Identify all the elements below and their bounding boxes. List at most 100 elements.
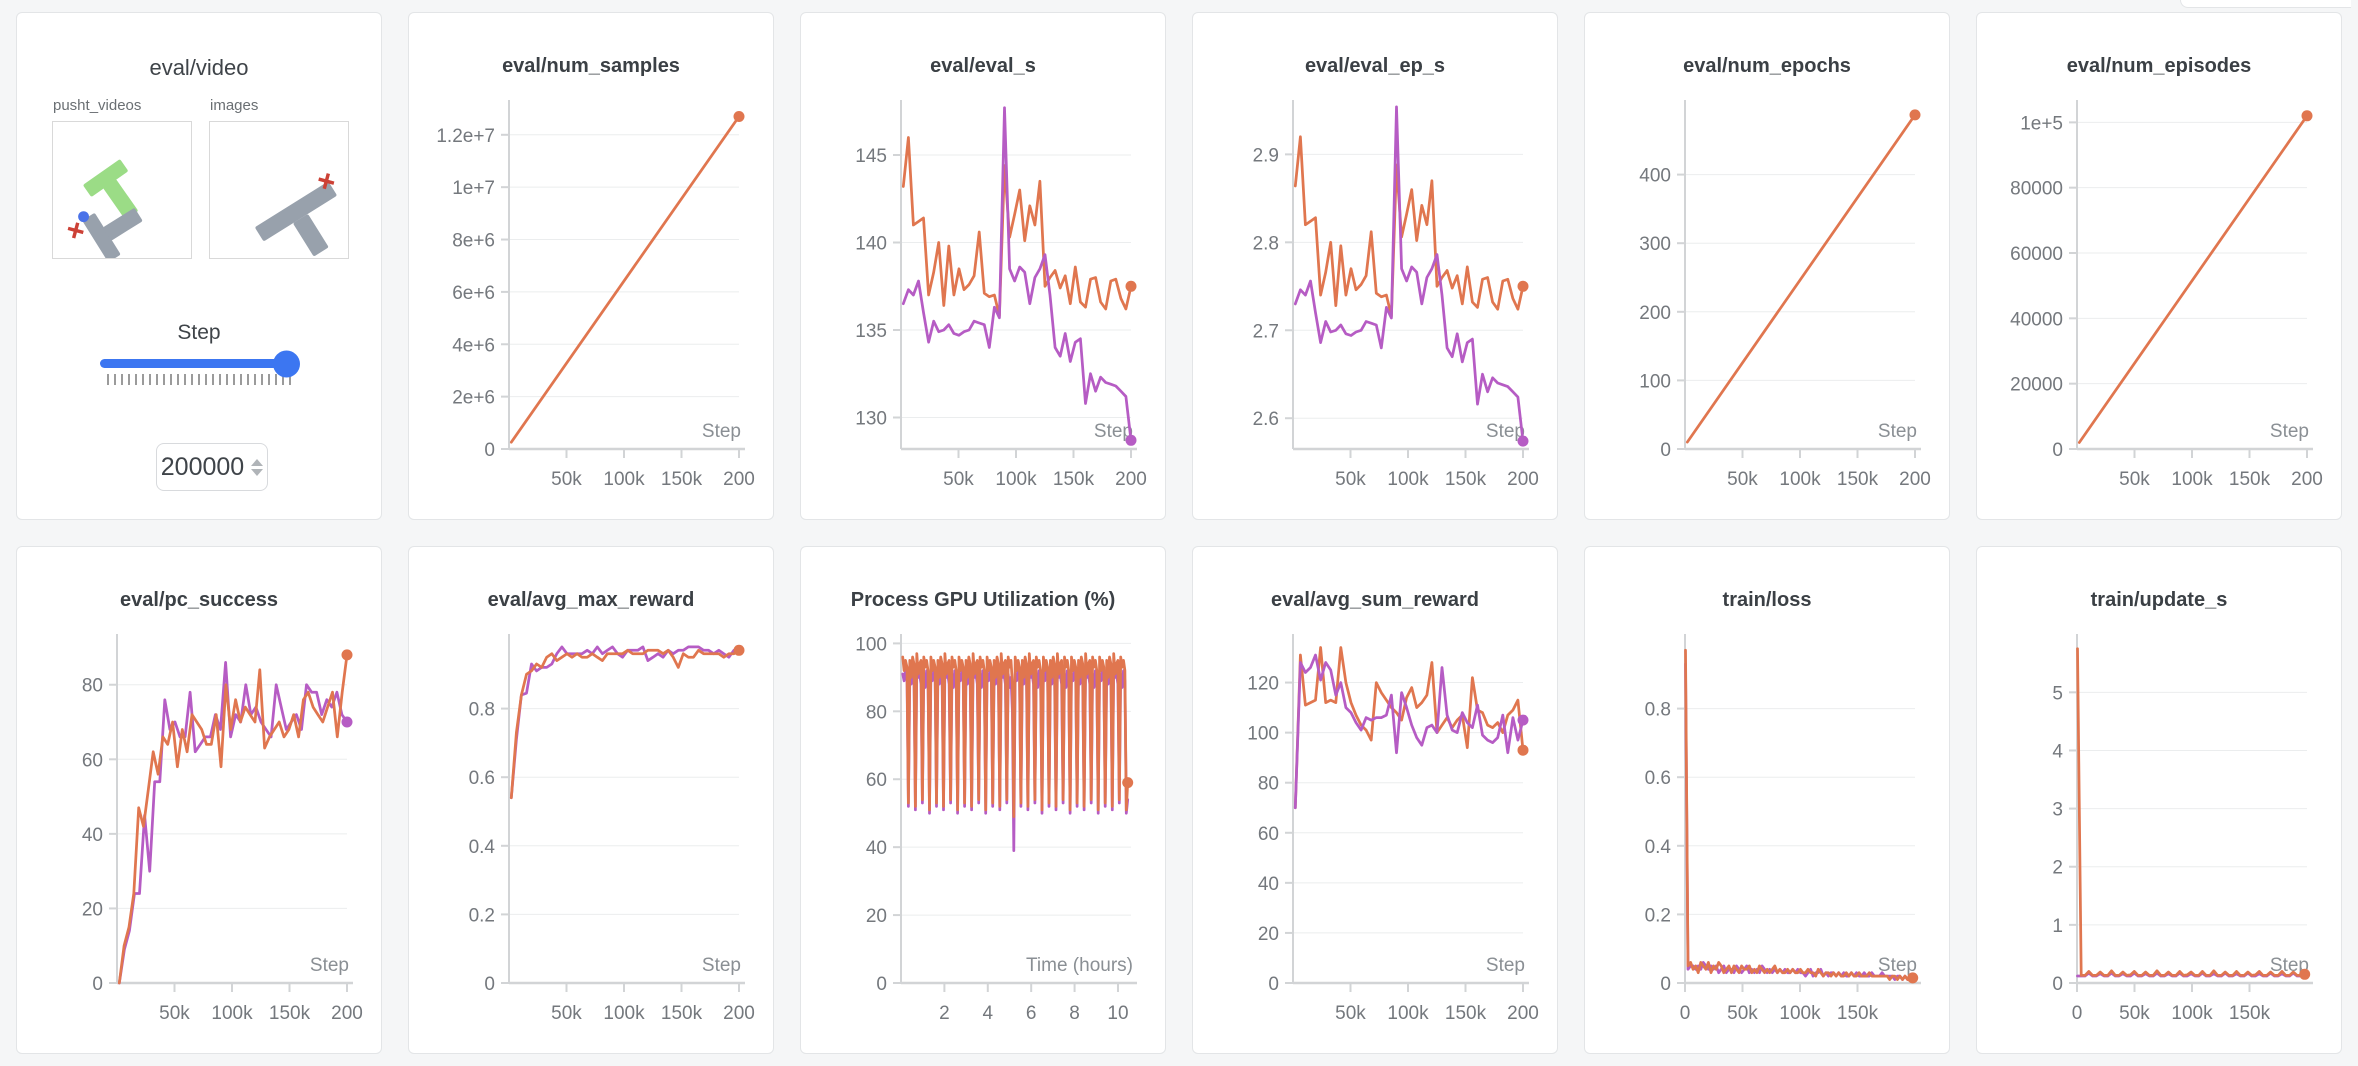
y-tick-label: 2 — [2052, 858, 2063, 879]
series-line-run-orange — [901, 652, 1130, 818]
y-tick-label: 0.2 — [469, 905, 495, 926]
y-tick-label: 100 — [1247, 724, 1279, 745]
x-tick-label: 150k — [1445, 469, 1487, 490]
y-tick-label: 80 — [866, 702, 887, 723]
y-tick-label: 40 — [1258, 874, 1279, 895]
x-axis-label: Step — [1486, 955, 1525, 976]
chart-panel-eval-pc-success[interactable]: eval/pc_success 0 20 40 60 80 50k 100k 150k 200 S… — [16, 546, 382, 1054]
y-tick-label: 20 — [82, 899, 103, 920]
chart-title: eval/num_epochs — [1683, 55, 1851, 77]
images-thumbnail[interactable] — [209, 121, 349, 259]
chart-panel-eval-num-episodes[interactable]: eval/num_episodes 0 20000 40000 60000 80000 1… — [1976, 12, 2342, 520]
y-tick-label: 80 — [82, 676, 103, 697]
series-end-dot-run-orange — [733, 644, 745, 656]
chart-title: eval/num_samples — [502, 55, 680, 77]
chart-title: train/update_s — [2090, 589, 2228, 611]
line-chart-eval-avg-max-reward: 0 0.2 0.4 0.6 0.8 50k 100k 150k 200 Step — [469, 634, 755, 1024]
pusht-video-thumbnail[interactable] — [52, 121, 192, 262]
chart-panel-eval-avg-max-reward[interactable]: eval/avg_max_reward 0 0.2 0.4 0.6 0.8 50k 100k… — [408, 546, 774, 1054]
step-slider[interactable] — [100, 350, 300, 385]
y-tick-label: 40 — [866, 838, 887, 859]
x-axis-label: Step — [702, 421, 741, 442]
chart-panel-eval-eval-ep-s[interactable]: eval/eval_ep_s 2.6 2.7 2.8 2.9 50k 100k 150k 20… — [1192, 12, 1558, 520]
x-tick-label: 50k — [1727, 1003, 1758, 1024]
y-tick-label: 1.2e+7 — [436, 126, 495, 147]
x-tick-label: 150k — [1837, 469, 1879, 490]
y-tick-label: 2.6 — [1253, 409, 1279, 430]
y-tick-label: 145 — [855, 146, 887, 167]
chart-panel-train-loss[interactable]: train/loss 0 0.2 0.4 0.6 0.8 0 50k 100k 150k Step — [1584, 546, 1950, 1054]
chart-panel-eval-num-epochs[interactable]: eval/num_epochs 0 100 200 300 400 50k 100k 150k… — [1584, 12, 1950, 520]
x-tick-label: 200 — [331, 1003, 363, 1024]
series-line-run-purple — [901, 106, 1133, 442]
y-tick-label: 0 — [484, 974, 495, 995]
step-slider-ruler — [107, 374, 291, 385]
x-tick-label: 50k — [1335, 1003, 1366, 1024]
media-item-images[interactable]: images — [209, 97, 349, 259]
chart-panel-eval-avg-sum-reward[interactable]: eval/avg_sum_reward 0 20 40 60 80 100 120 50k 10… — [1192, 546, 1558, 1054]
series-line-run-orange — [901, 136, 1133, 318]
y-tick-label: 80000 — [2010, 179, 2063, 200]
x-tick-label: 100k — [1779, 469, 1821, 490]
y-tick-label: 0 — [1268, 974, 1279, 995]
series-end-dot-run-orange — [1517, 280, 1529, 292]
x-tick-label: 100k — [2171, 1003, 2213, 1024]
spinner-down-icon[interactable] — [251, 468, 264, 476]
x-tick-label: 150k — [661, 469, 703, 490]
series-line-run-orange — [2076, 647, 2307, 977]
chart-panel-process-gpu-utilization[interactable]: Process GPU Utilization (%) 0 20 40 60 80 100… — [800, 546, 1166, 1054]
line-chart-eval-eval-s: 130 135 140 145 50k 100k 150k 200 Step — [855, 100, 1147, 490]
series-line-run-purple — [1293, 653, 1525, 810]
partial-panel-edge — [2180, 0, 2351, 8]
line-chart-eval-eval-ep-s: 2.6 2.7 2.8 2.9 50k 100k 150k 200 Step — [1253, 100, 1539, 490]
series-end-dot-run-orange — [341, 649, 353, 661]
line-chart-eval-num-episodes: 0 20000 40000 60000 80000 1e+5 50k 100k 150k 200 S… — [2010, 100, 2323, 490]
green-t-block-icon — [83, 159, 138, 220]
y-tick-label: 120 — [1247, 674, 1279, 695]
x-axis-label: Step — [1486, 421, 1525, 442]
y-tick-label: 20 — [1258, 924, 1279, 945]
y-tick-label: 0 — [1660, 974, 1671, 995]
x-tick-label: 50k — [1727, 469, 1758, 490]
chart-panel-eval-num-samples[interactable]: eval/num_samples 0 2e+6 4e+6 6e+6 8e+6 1e+7 1.… — [408, 12, 774, 520]
series-end-dot-run-orange — [1122, 777, 1134, 789]
x-tick-label: 2 — [939, 1003, 950, 1024]
x-tick-label: 100k — [603, 1003, 645, 1024]
y-tick-label: 0.8 — [469, 700, 495, 721]
series-end-dot-run-orange — [733, 111, 745, 122]
chart-panel-eval-eval-s[interactable]: eval/eval_s 130 135 140 145 50k 100k 150k 200 St… — [800, 12, 1166, 520]
media-item-pusht-videos[interactable]: pusht_videos — [52, 97, 192, 262]
series-line-run-purple — [1293, 105, 1525, 443]
step-slider-thumb[interactable] — [273, 350, 300, 377]
line-chart-eval-num-samples: 0 2e+6 4e+6 6e+6 8e+6 1e+7 1.2e+7 50k 100k 150k 20… — [436, 100, 755, 490]
step-slider-track[interactable] — [100, 350, 300, 377]
pusht-scene-graphic — [67, 159, 143, 262]
media-panel-eval-video[interactable]: eval/video pusht_videos — [16, 12, 382, 520]
x-tick-label: 50k — [943, 469, 974, 490]
x-tick-label: 200 — [2291, 469, 2323, 490]
x-tick-label: 150k — [1053, 469, 1095, 490]
chart-title: eval/pc_success — [120, 589, 278, 611]
chart-panel-train-update-s[interactable]: train/update_s 0 1 2 3 4 5 0 50k 100k 150k Step — [1976, 546, 2342, 1054]
series-end-dot-run-purple — [1517, 714, 1529, 726]
step-input-value[interactable]: 200000 — [160, 452, 245, 481]
y-tick-label: 1 — [2052, 916, 2063, 937]
gray-t-block-icon — [82, 208, 143, 262]
gray-t-block-icon — [255, 182, 337, 256]
x-axis-label: Step — [1878, 955, 1917, 976]
y-tick-label: 2.8 — [1253, 233, 1279, 254]
x-tick-label: 50k — [551, 1003, 582, 1024]
y-tick-label: 4e+6 — [452, 335, 495, 356]
series-line-run-orange — [509, 648, 741, 800]
spinner-up-icon[interactable] — [251, 458, 264, 466]
y-tick-label: 80 — [1258, 774, 1279, 795]
step-input[interactable]: 200000 — [156, 443, 268, 491]
y-tick-label: 8e+6 — [452, 231, 495, 252]
y-tick-label: 60000 — [2010, 244, 2063, 265]
series-end-dot-run-orange — [1907, 972, 1919, 984]
chart-title: eval/avg_sum_reward — [1271, 589, 1479, 611]
y-tick-label: 0.4 — [469, 837, 496, 858]
x-tick-label: 10 — [1107, 1003, 1128, 1024]
